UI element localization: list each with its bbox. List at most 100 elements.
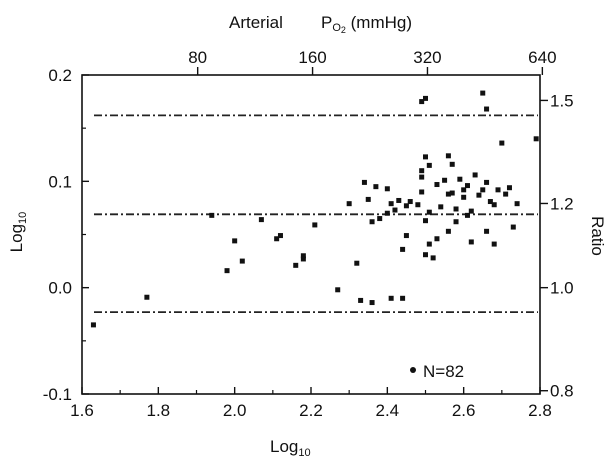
data-point xyxy=(384,186,390,192)
data-point xyxy=(434,236,440,242)
data-point xyxy=(426,162,432,168)
data-point xyxy=(423,218,428,224)
data-point xyxy=(423,154,428,160)
data-point xyxy=(300,256,306,262)
data-point xyxy=(442,177,448,183)
data-point xyxy=(224,268,230,274)
right-axis-label: Ratio xyxy=(588,216,607,256)
data-point xyxy=(484,179,490,185)
data-point xyxy=(457,176,463,182)
data-point xyxy=(258,217,264,223)
data-point xyxy=(415,202,421,208)
data-point xyxy=(514,201,520,207)
right-tick-label: 0.8 xyxy=(550,382,574,401)
data-points xyxy=(90,90,539,328)
data-point xyxy=(426,241,432,247)
x-tick-label: 1.8 xyxy=(147,401,171,420)
data-point xyxy=(510,224,516,230)
y-tick-label: -0.1 xyxy=(43,385,72,404)
y-tick-label: 0.0 xyxy=(48,279,72,298)
y-axis-label: Log10 xyxy=(7,212,29,253)
data-point xyxy=(90,322,96,328)
data-point xyxy=(449,161,455,167)
data-point xyxy=(468,208,474,214)
plot-frame-group xyxy=(81,74,541,395)
data-point xyxy=(480,90,486,96)
data-point xyxy=(419,189,425,195)
data-point xyxy=(293,262,299,268)
data-point xyxy=(472,172,478,178)
data-point xyxy=(484,106,490,112)
data-point xyxy=(491,202,497,208)
data-point xyxy=(438,204,444,210)
data-point xyxy=(392,207,398,213)
data-point xyxy=(468,239,474,245)
data-point xyxy=(335,287,341,293)
data-point xyxy=(239,258,245,264)
data-point xyxy=(300,253,306,259)
data-point xyxy=(365,196,371,202)
data-point xyxy=(403,233,409,239)
data-point xyxy=(464,212,470,218)
data-point xyxy=(388,201,394,207)
right-tick-label: 1.5 xyxy=(550,91,574,110)
data-point xyxy=(377,216,383,222)
reference-lines xyxy=(94,114,538,314)
top-axis-label-main: P xyxy=(321,13,332,32)
data-point xyxy=(400,295,406,301)
x-tick-label: 1.6 xyxy=(70,401,94,420)
top-axis-label-sub: O xyxy=(332,22,341,34)
data-point xyxy=(361,179,367,185)
top-axis-unit: (mmHg) xyxy=(346,13,412,32)
data-point xyxy=(384,210,390,216)
data-point xyxy=(403,203,409,209)
x-tick-label: 2.2 xyxy=(299,401,323,420)
data-point xyxy=(453,219,459,225)
annotation-marker xyxy=(410,367,416,373)
data-point xyxy=(369,219,375,225)
x-tick-label: 2.8 xyxy=(528,401,552,420)
top-axis-label-sub2: 2 xyxy=(341,25,346,35)
x-tick-label: 2.0 xyxy=(223,401,247,420)
top-axis-label: PO2 (mmHg) xyxy=(321,13,412,35)
data-point xyxy=(533,136,539,142)
x-axis-label-sub: 10 xyxy=(298,447,310,459)
data-point xyxy=(400,246,406,252)
data-point xyxy=(480,187,486,193)
data-point xyxy=(407,199,413,205)
data-point xyxy=(499,140,505,146)
x-axis-label: Log10 xyxy=(270,437,311,459)
top-tick-label: 160 xyxy=(298,48,326,67)
data-point xyxy=(144,294,150,300)
data-point xyxy=(396,197,402,203)
data-point xyxy=(484,228,490,234)
data-point xyxy=(461,187,467,193)
y-axis-label-main: Log xyxy=(7,224,26,252)
data-point xyxy=(445,191,451,197)
tick-marks xyxy=(81,67,548,395)
data-point xyxy=(423,95,428,101)
tick-labels: 1.6 1.8 2.0 2.2 2.4 2.6 2.8 -0.1 0.0 0.1 0.2 80 160 3… xyxy=(43,48,574,420)
data-point xyxy=(503,191,509,197)
data-point xyxy=(445,228,451,234)
top-tick-label: 80 xyxy=(188,48,207,67)
data-point xyxy=(388,295,394,301)
data-point xyxy=(369,300,375,306)
data-point xyxy=(274,236,280,242)
data-point xyxy=(491,241,497,247)
right-tick-label: 1.2 xyxy=(550,194,574,213)
data-point xyxy=(434,182,440,188)
data-point xyxy=(476,192,482,198)
x-tick-label: 2.6 xyxy=(452,401,476,420)
x-axis-label-main: Log xyxy=(270,437,298,456)
data-point xyxy=(445,153,451,159)
top-tick-label: 640 xyxy=(528,48,556,67)
plot-frame xyxy=(81,74,541,395)
data-point xyxy=(449,190,455,196)
data-point xyxy=(419,99,425,105)
data-point xyxy=(209,212,215,218)
data-point xyxy=(495,187,501,193)
data-point xyxy=(373,184,379,190)
data-point xyxy=(430,255,436,261)
